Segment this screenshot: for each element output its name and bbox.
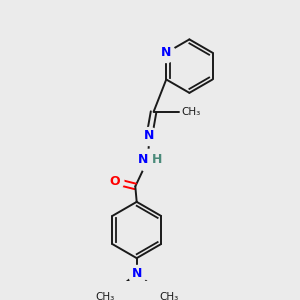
Text: CH₃: CH₃	[181, 107, 200, 117]
Text: N: N	[138, 153, 148, 166]
Text: N: N	[131, 267, 142, 280]
Text: H: H	[152, 153, 162, 166]
Text: N: N	[144, 129, 154, 142]
Text: O: O	[110, 175, 120, 188]
Text: N: N	[161, 46, 171, 59]
Text: CH₃: CH₃	[95, 292, 114, 300]
Text: CH₃: CH₃	[159, 292, 178, 300]
